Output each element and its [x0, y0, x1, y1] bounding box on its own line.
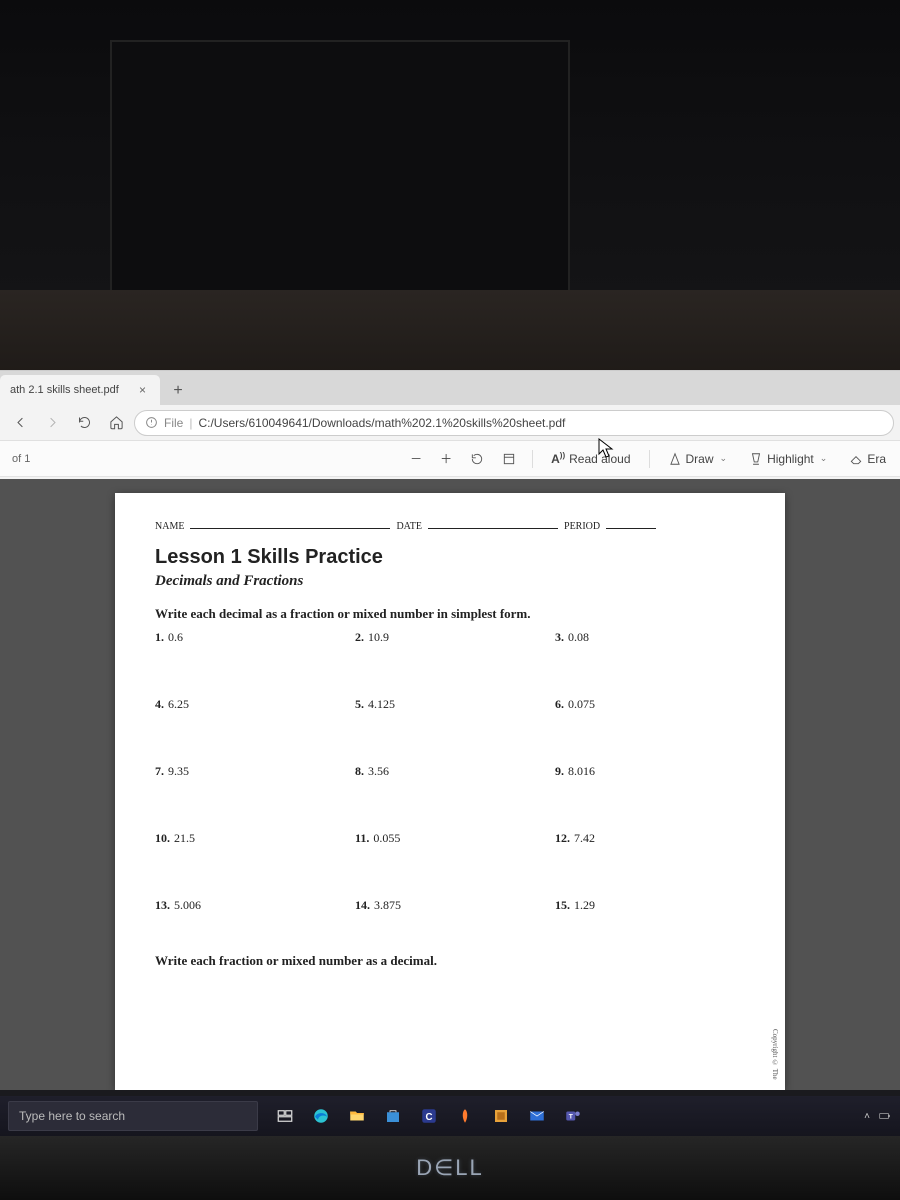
secondary-monitor — [110, 40, 570, 320]
windows-taskbar[interactable]: Type here to search C T ˄ — [0, 1096, 900, 1136]
desk-surface — [0, 290, 900, 380]
lesson-title: Lesson 1 Skills Practice — [155, 546, 745, 569]
problem: 1.0.6 — [155, 630, 345, 645]
instruction-1: Write each decimal as a fraction or mixe… — [155, 606, 745, 622]
worksheet-header: NAME DATE PERIOD — [155, 521, 745, 532]
instruction-2: Write each fraction or mixed number as a… — [155, 953, 745, 969]
browser-tab-active[interactable]: ath 2.1 skills sheet.pdf × — [0, 375, 160, 405]
url-text: C:/Users/610049641/Downloads/math%202.1%… — [198, 416, 565, 430]
system-tray[interactable]: ˄ — [864, 1109, 892, 1123]
chevron-down-icon: ⌄ — [820, 453, 828, 464]
copyright-text: Copyright © The — [771, 1029, 779, 1080]
zoom-in-button[interactable]: ＋ — [434, 446, 458, 471]
refresh-button[interactable] — [70, 409, 98, 437]
svg-text:C: C — [425, 1112, 432, 1123]
close-tab-icon[interactable]: × — [135, 383, 150, 397]
lesson-subtitle: Decimals and Fractions — [155, 573, 745, 590]
pdf-toolbar: of 1 － ＋ A)) Read aloud Draw ⌄ — [0, 441, 900, 477]
problem: 6.0.075 — [555, 697, 745, 712]
problem: 12.7.42 — [555, 831, 745, 846]
back-button[interactable] — [6, 409, 34, 437]
forward-button[interactable] — [38, 409, 66, 437]
problem-grid: 1.0.6 2.10.9 3.0.08 4.6.25 5.4.125 6.0.0… — [155, 630, 745, 913]
taskbar-search[interactable]: Type here to search — [8, 1101, 258, 1131]
problem: 2.10.9 — [355, 630, 545, 645]
problem: 8.3.56 — [355, 764, 545, 779]
fit-page-button[interactable] — [496, 448, 522, 470]
blank-name — [190, 528, 390, 529]
store-icon[interactable] — [380, 1103, 406, 1129]
problem: 11.0.055 — [355, 831, 545, 846]
room-photo-background — [0, 0, 900, 380]
problem: 14.3.875 — [355, 898, 545, 913]
url-input[interactable]: File | C:/Users/610049641/Downloads/math… — [134, 410, 894, 436]
problem: 3.0.08 — [555, 630, 745, 645]
read-aloud-button[interactable]: A)) Read aloud — [543, 447, 638, 470]
highlight-button[interactable]: Highlight ⌄ — [741, 448, 835, 470]
draw-button[interactable]: Draw ⌄ — [660, 448, 736, 470]
tab-bar: ath 2.1 skills sheet.pdf × + — [0, 371, 900, 405]
tab-title: ath 2.1 skills sheet.pdf — [10, 384, 119, 396]
tray-chevron-icon[interactable]: ˄ — [864, 1111, 870, 1122]
label-date: DATE — [396, 521, 422, 532]
file-explorer-icon[interactable] — [344, 1103, 370, 1129]
erase-button[interactable]: Era — [841, 448, 894, 470]
battery-icon — [878, 1109, 892, 1123]
teams-icon[interactable]: T — [560, 1103, 586, 1129]
address-bar: File | C:/Users/610049641/Downloads/math… — [0, 405, 900, 441]
blank-period — [606, 528, 656, 529]
rotate-button[interactable] — [464, 448, 490, 470]
pdf-page: NAME DATE PERIOD Lesson 1 Skills Practic… — [115, 493, 785, 1090]
new-tab-button[interactable]: + — [164, 377, 192, 405]
edge-icon[interactable] — [308, 1103, 334, 1129]
problem: 10.21.5 — [155, 831, 345, 846]
search-placeholder: Type here to search — [19, 1109, 125, 1123]
problem: 13.5.006 — [155, 898, 345, 913]
pdf-viewport[interactable]: NAME DATE PERIOD Lesson 1 Skills Practic… — [0, 479, 900, 1090]
taskbar-icons: C T — [272, 1103, 586, 1129]
label-name: NAME — [155, 521, 184, 532]
blank-date — [428, 528, 558, 529]
chevron-down-icon: ⌄ — [720, 453, 728, 464]
problem: 9.8.016 — [555, 764, 745, 779]
problem: 5.4.125 — [355, 697, 545, 712]
zoom-out-button[interactable]: － — [404, 446, 428, 471]
home-button[interactable] — [102, 409, 130, 437]
monitor-bezel: D∈LL — [0, 1136, 900, 1200]
problem: 7.9.35 — [155, 764, 345, 779]
label-period: PERIOD — [564, 521, 600, 532]
vscode-icon[interactable]: C — [416, 1103, 442, 1129]
url-scheme: File — [164, 416, 183, 430]
dell-logo: D∈LL — [416, 1155, 484, 1181]
page-indicator: of 1 — [6, 453, 36, 465]
problem: 15.1.29 — [555, 898, 745, 913]
app-icon-2[interactable] — [488, 1103, 514, 1129]
problem: 4.6.25 — [155, 697, 345, 712]
browser-window: ath 2.1 skills sheet.pdf × + File | C:/U… — [0, 370, 900, 1090]
task-view-icon[interactable] — [272, 1103, 298, 1129]
app-icon[interactable] — [452, 1103, 478, 1129]
mail-icon[interactable] — [524, 1103, 550, 1129]
